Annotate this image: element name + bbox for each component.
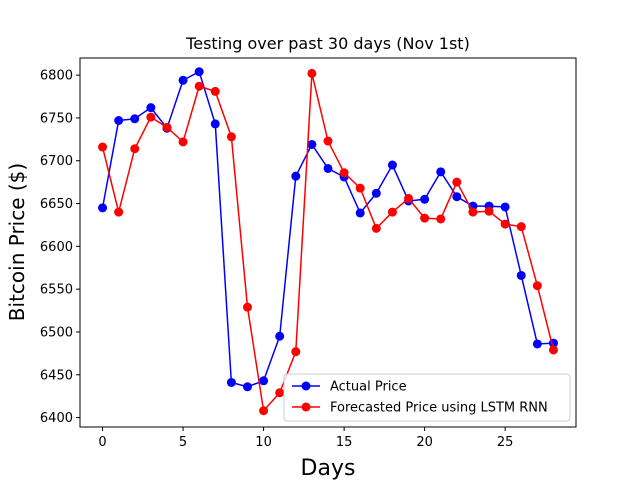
x-tick-label: 25	[497, 435, 514, 450]
data-point-forecast	[339, 168, 349, 178]
data-point-actual	[307, 139, 317, 149]
data-point-forecast	[226, 132, 236, 142]
data-point-actual	[436, 167, 446, 177]
data-point-forecast	[548, 345, 558, 355]
y-tick-label: 6500	[40, 325, 73, 340]
data-point-forecast	[178, 137, 188, 147]
legend-marker-actual	[301, 381, 311, 391]
data-point-actual	[291, 171, 301, 181]
data-point-forecast	[532, 281, 542, 291]
y-tick-label: 6700	[40, 154, 73, 169]
data-point-forecast	[371, 223, 381, 233]
x-tick-label: 15	[336, 435, 353, 450]
data-point-actual	[242, 382, 252, 392]
data-point-actual	[210, 119, 220, 129]
data-point-actual	[178, 75, 188, 85]
data-point-actual	[532, 339, 542, 349]
data-point-forecast	[468, 207, 478, 217]
ticks-layer: 0 5 10 15 20 25 6400 6450 6500 6550 6600 6650 6700 67…	[40, 69, 514, 450]
y-tick-label: 6550	[40, 283, 73, 298]
data-point-forecast	[162, 122, 172, 132]
legend-marker-forecast	[301, 402, 311, 412]
y-tick-label: 6400	[40, 411, 73, 426]
data-point-forecast	[500, 219, 510, 229]
data-point-forecast	[484, 206, 494, 216]
data-point-forecast	[275, 388, 285, 398]
data-point-forecast	[98, 142, 108, 152]
data-point-forecast	[259, 406, 269, 416]
x-tick-label: 0	[98, 435, 106, 450]
data-point-forecast	[516, 222, 526, 232]
data-point-forecast	[130, 144, 140, 154]
series-forecast	[98, 68, 558, 416]
data-point-actual	[146, 103, 156, 113]
y-tick-label: 6750	[40, 111, 73, 126]
data-point-actual	[371, 188, 381, 198]
data-point-actual	[387, 160, 397, 170]
data-point-forecast	[420, 213, 430, 223]
x-tick-label: 10	[255, 435, 272, 450]
data-point-actual	[452, 192, 462, 202]
data-point-forecast	[436, 214, 446, 224]
data-point-forecast	[146, 112, 156, 122]
y-tick-label: 6600	[40, 240, 73, 255]
data-point-actual	[130, 114, 140, 124]
data-point-forecast	[291, 347, 301, 357]
plot-frame	[79, 57, 577, 428]
y-tick-label: 6800	[40, 69, 73, 84]
data-point-forecast	[404, 193, 414, 203]
data-point-actual	[194, 67, 204, 77]
data-point-forecast	[242, 302, 252, 312]
data-point-forecast	[210, 86, 220, 96]
data-point-actual	[355, 208, 365, 218]
legend-label-actual: Actual Price	[330, 380, 407, 395]
plot-background	[80, 58, 576, 427]
data-point-actual	[516, 270, 526, 280]
data-point-forecast	[307, 68, 317, 78]
data-point-actual	[226, 377, 236, 387]
x-axis-label: Days	[301, 456, 356, 480]
x-tick-label: 5	[179, 435, 187, 450]
chart-title: Testing over past 30 days (Nov 1st)	[185, 34, 470, 53]
data-point-forecast	[355, 183, 365, 193]
data-point-actual	[500, 202, 510, 212]
data-point-actual	[114, 115, 124, 125]
data-point-forecast	[194, 81, 204, 91]
y-tick-label: 6650	[40, 197, 73, 212]
data-point-forecast	[452, 177, 462, 187]
series-layer	[98, 67, 558, 416]
x-tick-label: 20	[416, 435, 433, 450]
data-point-actual	[259, 376, 269, 386]
data-point-actual	[275, 331, 285, 341]
y-axis-label: Bitcoin Price ($)	[5, 163, 29, 321]
y-tick-label: 6450	[40, 368, 73, 383]
data-point-actual	[98, 203, 108, 213]
data-point-forecast	[114, 207, 124, 217]
data-point-actual	[420, 194, 430, 204]
legend-label-forecast: Forecasted Price using LSTM RNN	[330, 401, 548, 416]
legend: Actual Price Forecasted Price using LSTM…	[283, 373, 571, 422]
data-point-forecast	[387, 207, 397, 217]
data-point-actual	[323, 163, 333, 173]
legend-box	[283, 373, 571, 422]
data-point-forecast	[323, 136, 333, 146]
